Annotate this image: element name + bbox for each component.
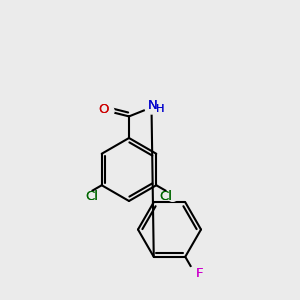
Text: F: F — [196, 267, 203, 280]
Circle shape — [188, 266, 201, 280]
Circle shape — [79, 188, 92, 201]
Text: Cl: Cl — [160, 190, 172, 203]
Text: F: F — [196, 267, 203, 280]
Text: Cl: Cl — [160, 190, 172, 203]
Text: O: O — [98, 103, 109, 116]
Text: N: N — [148, 99, 158, 112]
Text: H: H — [156, 104, 165, 114]
Circle shape — [101, 104, 114, 118]
Circle shape — [145, 101, 158, 114]
Text: Cl: Cl — [85, 190, 98, 203]
Text: Cl: Cl — [85, 190, 98, 203]
Text: O: O — [98, 103, 109, 116]
Circle shape — [166, 188, 179, 201]
Text: H: H — [156, 104, 165, 114]
Text: N: N — [148, 99, 158, 112]
